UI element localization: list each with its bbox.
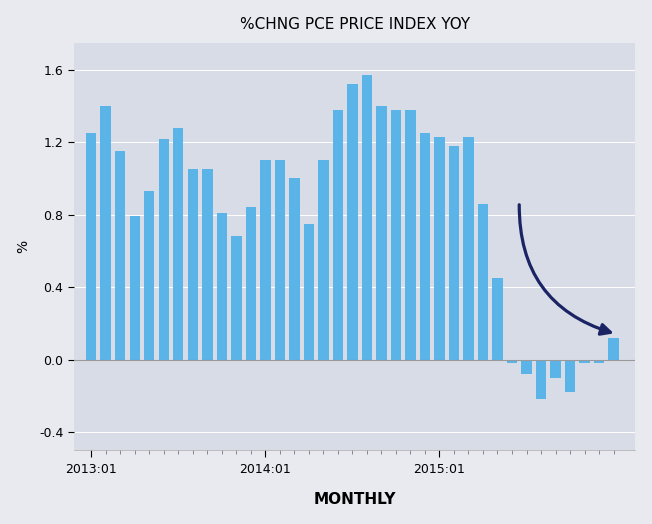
Bar	[463, 137, 474, 359]
Bar	[507, 359, 517, 363]
Bar	[434, 137, 445, 359]
Bar	[594, 359, 604, 363]
Bar	[522, 359, 532, 374]
Bar	[202, 169, 213, 359]
Bar	[100, 106, 111, 359]
Bar	[376, 106, 387, 359]
Bar	[492, 278, 503, 359]
Bar	[86, 133, 96, 359]
Bar	[144, 191, 155, 359]
Bar	[333, 110, 343, 359]
Bar	[550, 359, 561, 378]
Bar	[246, 208, 256, 359]
Bar	[565, 359, 575, 392]
Bar	[608, 338, 619, 359]
Bar	[231, 236, 241, 359]
Bar	[173, 128, 183, 359]
Bar	[420, 133, 430, 359]
Bar	[536, 359, 546, 399]
Bar	[580, 359, 590, 363]
Bar	[362, 75, 372, 359]
Bar	[449, 146, 459, 359]
Bar	[260, 160, 271, 359]
Bar	[115, 151, 125, 359]
Bar	[188, 169, 198, 359]
Bar	[318, 160, 329, 359]
X-axis label: MONTHLY: MONTHLY	[314, 493, 396, 507]
Title: %CHNG PCE PRICE INDEX YOY: %CHNG PCE PRICE INDEX YOY	[239, 17, 469, 31]
Bar	[274, 160, 285, 359]
Bar	[130, 216, 140, 359]
Bar	[289, 179, 299, 359]
Bar	[216, 213, 227, 359]
Y-axis label: %: %	[17, 240, 31, 253]
Bar	[347, 84, 357, 359]
Bar	[304, 224, 314, 359]
Bar	[391, 110, 401, 359]
Bar	[158, 138, 169, 359]
Bar	[478, 204, 488, 359]
Bar	[405, 110, 416, 359]
